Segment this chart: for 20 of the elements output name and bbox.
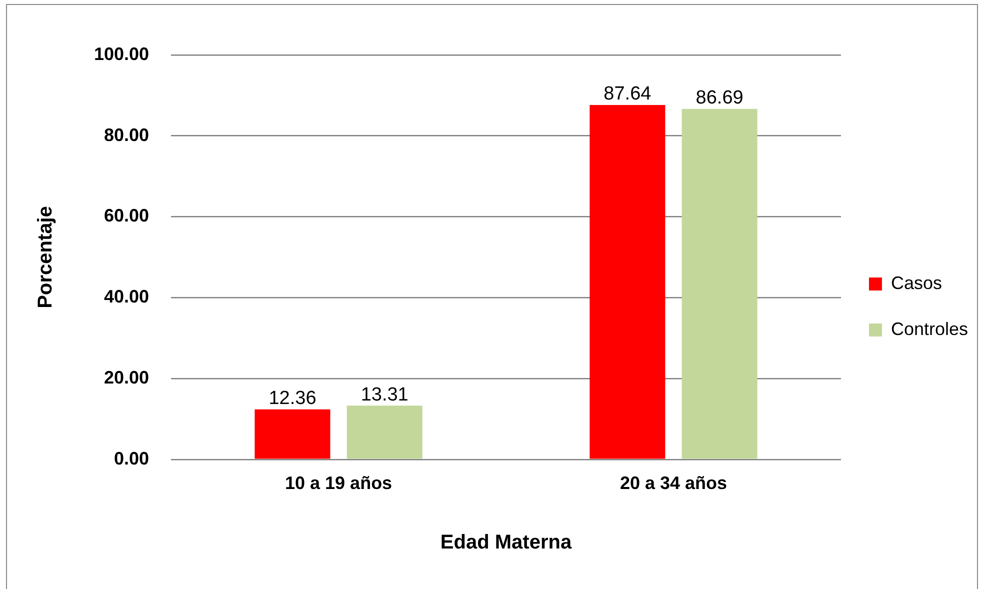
data-label: 13.31 bbox=[360, 384, 408, 406]
y-tick-label: 20.00 bbox=[104, 367, 150, 388]
data-label: 12.36 bbox=[268, 388, 316, 410]
legend-label: Controles bbox=[890, 318, 968, 339]
legend-label: Casos bbox=[890, 272, 942, 293]
x-tick-label: 10 a 19 años bbox=[284, 473, 392, 494]
bar bbox=[346, 406, 422, 459]
y-tick-label: 60.00 bbox=[104, 206, 150, 226]
data-label: 87.64 bbox=[604, 84, 652, 105]
bar bbox=[254, 409, 330, 459]
y-tick-label: 0.00 bbox=[114, 448, 150, 468]
y-tick-label: 40.00 bbox=[104, 286, 150, 307]
x-axis-title: Edad Materna bbox=[440, 532, 572, 554]
x-tick-label: 20 a 34 años bbox=[620, 473, 728, 494]
data-label: 86.69 bbox=[696, 88, 744, 109]
bar bbox=[590, 104, 666, 459]
y-axis-title: Porcentaje bbox=[34, 206, 57, 308]
y-tick-label: 100.00 bbox=[94, 44, 150, 64]
bar bbox=[682, 108, 758, 459]
y-tick-label: 80.00 bbox=[104, 124, 150, 145]
